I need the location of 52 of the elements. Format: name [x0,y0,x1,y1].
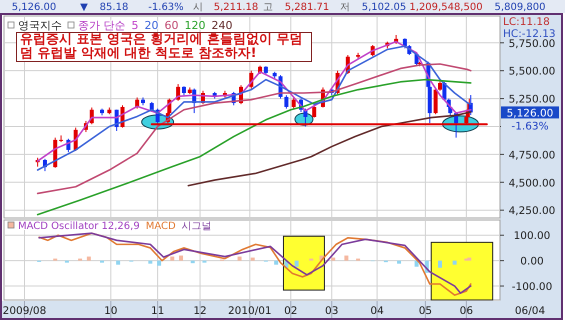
y-tick-label: 0.00 [520,256,544,268]
text: 5,126.00 [12,2,56,13]
x-tick-label: 11 [150,305,164,317]
text: 5 [132,19,138,32]
chart-title: 영국지수 [18,19,62,32]
text: 240 [212,19,232,32]
x-tick-label: 02 [284,305,298,317]
series-label: 시그널 [182,221,212,232]
text: 06/04 [514,305,546,317]
line-series [36,63,472,194]
text: -1.63% [511,120,549,132]
x-tick-label: 06 [460,305,474,317]
text: 고 [263,2,273,13]
x-tick-label: 2010/01 [228,305,272,317]
text: 5,211.18 [214,2,258,13]
text: 1,209,548,500 [409,2,483,13]
y-tick-label: 5,750.00 [508,38,556,50]
y-tick-label: 5,500.00 [508,66,556,78]
x-tick-label: 05 [418,305,432,317]
x-tick-label: 04 [370,305,384,317]
text: 60 [164,19,178,32]
series-label: MACD [146,221,176,232]
legend-label: MACD Oscillator 12,26,9 [18,221,140,232]
y-tick-label: 5,250.00 [508,94,556,106]
text: ▼ [80,2,88,13]
annotation: 유럽증시 표본 영국은 횡거리에 흔들림없이 무덤덤 유럽발 악재에 대한 척도로 참조하자! [16,32,312,62]
text: 5,809,800 [494,2,546,13]
text: 시 [193,2,203,13]
y-tick-label: 4,750.00 [508,149,556,162]
text: HC:-12.13 [503,28,556,40]
y-tick-label: 4,500.00 [508,177,556,190]
y-tick-label: 4,250.00 [508,205,556,218]
text: 저 [340,2,350,13]
text: 5,102.05 [362,2,406,13]
text: 20 [144,19,158,32]
text: 5,126.00 [506,107,554,120]
x-tick-label: 03 [325,305,338,317]
candlestick [292,96,296,110]
text: 85.18 [100,2,128,13]
x-tick-label: 10 [104,305,118,317]
candlestick [284,94,288,110]
candlestick [312,104,316,118]
text: -1.63% [148,2,184,13]
x-tick-label: 2009/08 [2,305,46,317]
y-tick-label: -100.00 [512,281,552,294]
line-series [36,78,472,216]
legend-title: 종가 단순 [78,19,126,32]
x-tick-label: 12 [193,305,207,317]
text: LC:11.18 [503,16,550,28]
y-tick-label: 100.00 [514,230,550,242]
text: 120 [184,19,206,32]
text: 5,281.71 [284,2,330,13]
